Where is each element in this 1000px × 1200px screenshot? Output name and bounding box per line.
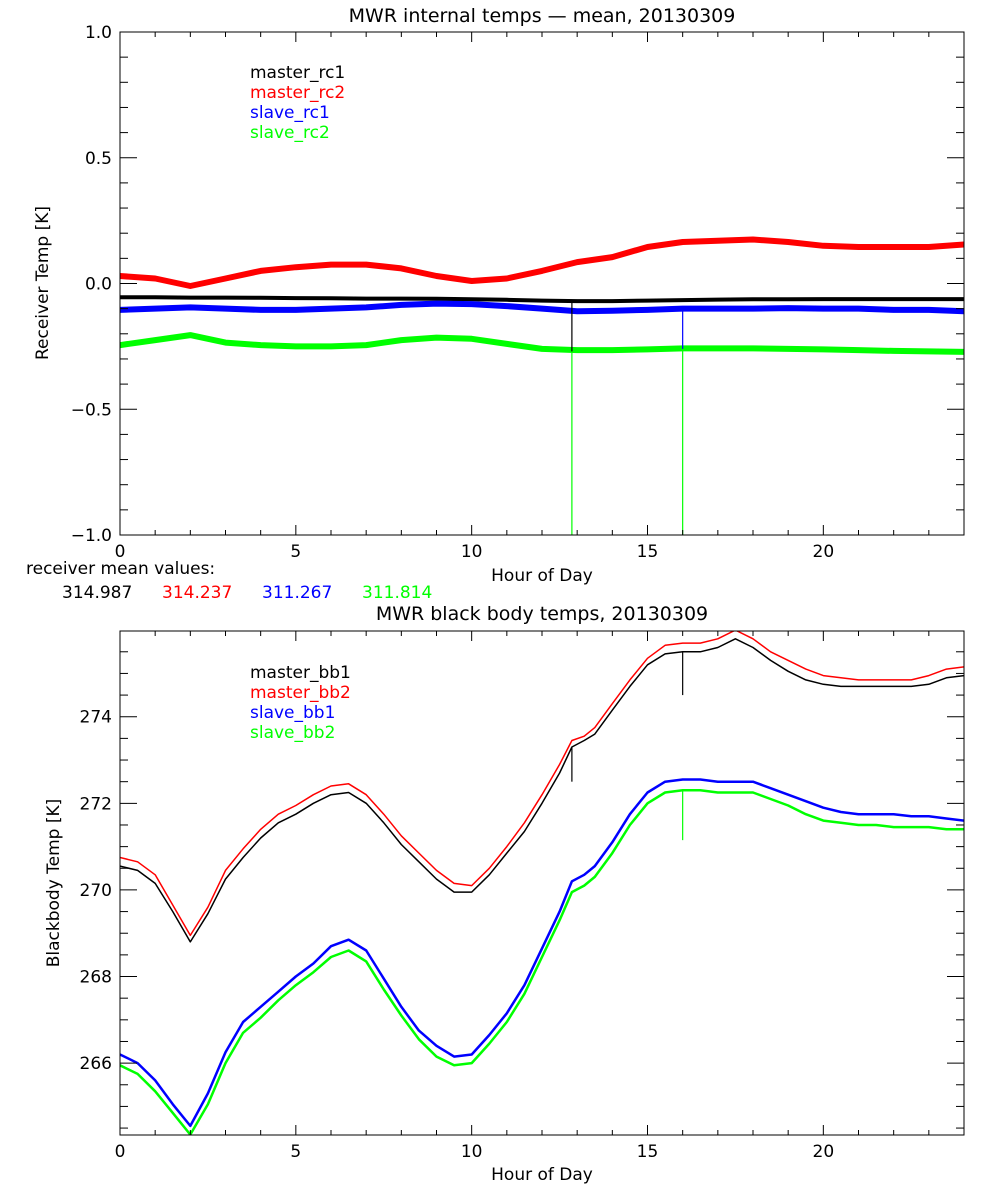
top-y-tick-label: 0.0 — [85, 275, 112, 295]
legend-entry-master-bb1: master_bb1 — [250, 663, 351, 683]
series-line-slave-rc1 — [120, 300, 964, 315]
bottom-y-tick-label: 272 — [80, 794, 112, 814]
bottom-x-tick-label: 10 — [461, 1142, 483, 1162]
bottom-y-tick-label: 270 — [80, 881, 112, 901]
top-x-tick-label: 0 — [115, 542, 126, 562]
top-y-axis-label: Receiver Temp [K] — [33, 206, 53, 360]
bottom-y-tick-label: 268 — [80, 968, 112, 988]
legend-entry-slave-bb1: slave_bb1 — [250, 703, 335, 723]
legend-entry-master-bb2: master_bb2 — [250, 683, 351, 703]
series-line-slave-bb2 — [120, 789, 964, 1135]
top-chart-title: MWR internal temps — mean, 20130309 — [349, 5, 736, 27]
series-line-master-rc1 — [120, 295, 964, 304]
legend-entry-slave-bb2: slave_bb2 — [250, 723, 335, 743]
bottom-plot-frame — [119, 630, 965, 1136]
legend-entry-slave-rc1: slave_rc1 — [250, 103, 330, 123]
top-x-tick-label: 5 — [290, 542, 301, 562]
receiver-mean-value: 311.814 — [362, 583, 432, 603]
legend-entry-master-rc2: master_rc2 — [250, 83, 345, 103]
blackbody-temp-plot: MWR black body temps, 20130309 0 5 10 15 20 2… — [44, 603, 965, 1185]
bottom-x-tick-label: 15 — [637, 1142, 659, 1162]
bottom-x-tick-label: 20 — [813, 1142, 835, 1162]
series-line-slave-rc2 — [120, 332, 964, 355]
receiver-mean-value: 311.267 — [262, 583, 332, 603]
bottom-y-tick-label: 274 — [80, 708, 112, 728]
bottom-chart-title: MWR black body temps, 20130309 — [376, 603, 708, 625]
bottom-x-tick-label: 5 — [290, 1142, 301, 1162]
top-y-tick-label: 0.5 — [85, 149, 112, 169]
top-x-axis-label: Hour of Day — [491, 566, 593, 586]
bottom-x-tick-label: 0 — [115, 1142, 126, 1162]
series-line-master-rc2 — [120, 236, 964, 289]
series-line-master-bb1 — [120, 638, 964, 943]
top-plot-frame — [119, 31, 965, 536]
series-line-master-bb2 — [120, 631, 964, 937]
top-x-tick-label: 10 — [461, 542, 483, 562]
series-line-slave-bb1 — [120, 778, 964, 1128]
top-x-tick-label: 15 — [637, 542, 659, 562]
top-y-tick-label: 1.0 — [85, 23, 112, 43]
receiver-mean-values: 314.987 314.237 311.267 311.814 — [62, 583, 432, 603]
top-y-tick-label: −0.5 — [71, 400, 112, 420]
receiver-mean-value: 314.987 — [62, 583, 132, 603]
bottom-y-tick-label: 266 — [80, 1054, 112, 1074]
top-series-group — [120, 236, 964, 535]
bottom-axes: 0 5 10 15 20 266 268 270 272 274 — [80, 631, 965, 1162]
top-x-tick-label: 20 — [813, 542, 835, 562]
bottom-series-group — [120, 631, 964, 1135]
receiver-mean-value: 314.237 — [162, 583, 232, 603]
bottom-y-axis-label: Blackbody Temp [K] — [44, 799, 64, 968]
top-y-tick-label: −1.0 — [71, 526, 112, 546]
top-axes: 0 5 10 15 20 −1.0 −0.5 0.0 0.5 1.0 — [71, 23, 965, 562]
legend-entry-master-rc1: master_rc1 — [250, 63, 345, 83]
legend-entry-slave-rc2: slave_rc2 — [250, 123, 330, 143]
receiver-temp-plot: MWR internal temps — mean, 20130309 0 5 10… — [26, 5, 965, 603]
receiver-mean-label: receiver mean values: — [26, 559, 215, 579]
bottom-x-axis-label: Hour of Day — [491, 1165, 593, 1185]
